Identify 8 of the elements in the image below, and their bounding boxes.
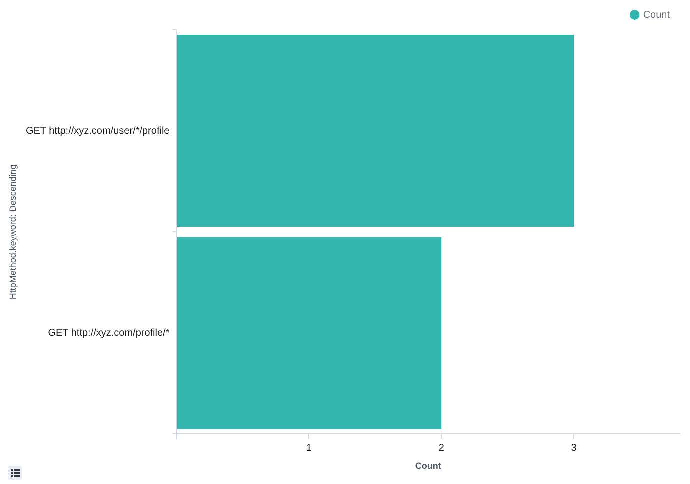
x-tick-label: 3 bbox=[571, 442, 578, 454]
x-tick-label: 2 bbox=[438, 442, 445, 454]
x-axis-title: Count bbox=[415, 461, 442, 472]
y-tick-label: GET http://xyz.com/profile/* bbox=[48, 328, 170, 339]
y-tick-label: GET http://xyz.com/user/*/profile bbox=[26, 126, 170, 137]
y-axis-title: HttpMethod.keyword: Descending bbox=[8, 164, 18, 300]
x-tick-label: 1 bbox=[306, 442, 312, 454]
legend-label: Count bbox=[643, 10, 670, 21]
